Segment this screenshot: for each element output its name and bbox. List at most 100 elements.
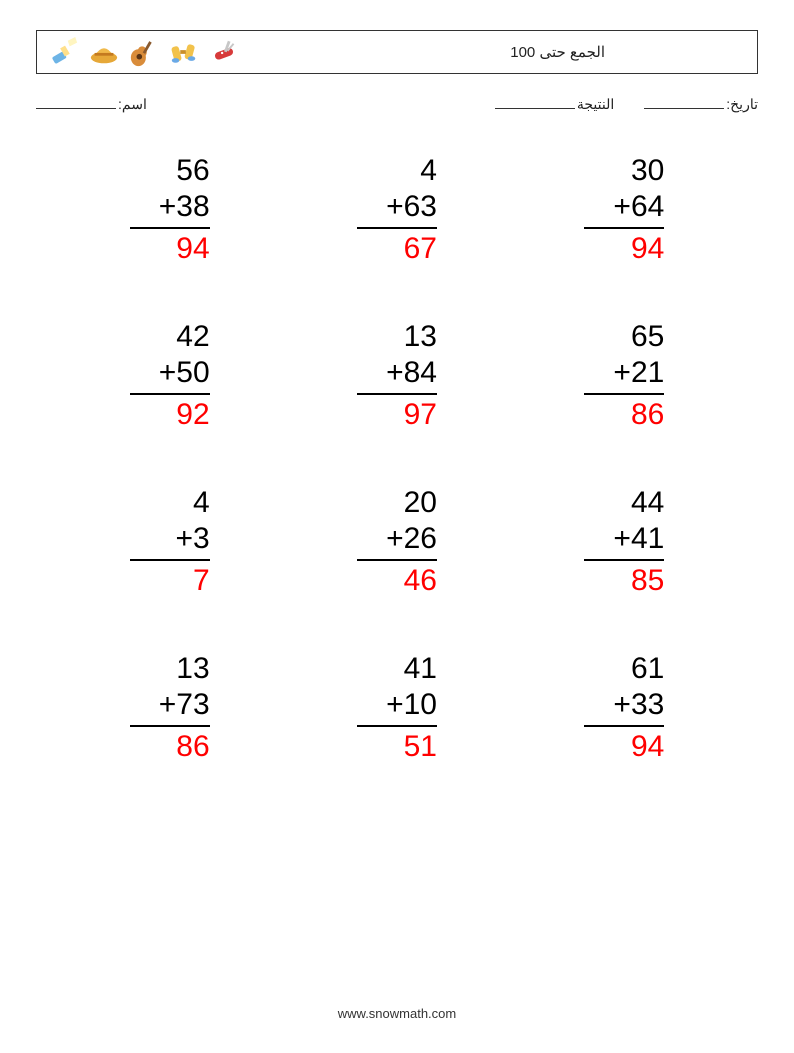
- operand1: 44: [584, 485, 664, 521]
- worksheet-title: الجمع حتى 100: [510, 43, 605, 61]
- operand2-row: +41: [584, 521, 664, 557]
- date-label: تاريخ:: [726, 96, 758, 113]
- plus-sign: +: [613, 522, 631, 555]
- rule-line: [130, 393, 210, 395]
- operand1: 65: [584, 319, 664, 355]
- plus-sign: +: [386, 190, 404, 223]
- plus-sign: +: [613, 190, 631, 223]
- operand1: 41: [357, 651, 437, 687]
- problem: 41 +10 51: [303, 651, 490, 765]
- operand1: 13: [357, 319, 437, 355]
- operand1: 42: [130, 319, 210, 355]
- rule-line: [584, 227, 664, 229]
- problem: 13 +73 86: [76, 651, 263, 765]
- score-field: النتيجة: [495, 96, 614, 113]
- operand2-row: +33: [584, 687, 664, 723]
- operand2: 50: [176, 356, 209, 389]
- footer-url: www.snowmath.com: [0, 1006, 794, 1021]
- answer: 46: [357, 563, 437, 599]
- plus-sign: +: [175, 522, 193, 555]
- rule-line: [357, 227, 437, 229]
- binoculars-icon: [169, 37, 199, 67]
- plus-sign: +: [613, 356, 631, 389]
- plus-sign: +: [386, 356, 404, 389]
- plus-sign: +: [159, 190, 177, 223]
- header-icons: [49, 37, 239, 67]
- guitar-icon: [129, 37, 159, 67]
- name-field: اسم:: [36, 96, 147, 113]
- operand1: 61: [584, 651, 664, 687]
- answer: 67: [357, 231, 437, 267]
- plus-sign: +: [386, 688, 404, 721]
- answer: 94: [130, 231, 210, 267]
- info-right: تاريخ: النتيجة: [495, 96, 758, 113]
- rule-line: [584, 559, 664, 561]
- problem: 4 +3 7: [76, 485, 263, 599]
- plus-sign: +: [159, 356, 177, 389]
- safari-hat-icon: [89, 37, 119, 67]
- operand2: 41: [631, 522, 664, 555]
- plus-sign: +: [159, 688, 177, 721]
- operand2: 33: [631, 688, 664, 721]
- operand2: 26: [404, 522, 437, 555]
- rule-line: [130, 227, 210, 229]
- problem: 4 +63 67: [303, 153, 490, 267]
- date-field: تاريخ:: [644, 96, 758, 113]
- answer: 86: [130, 729, 210, 765]
- plus-sign: +: [613, 688, 631, 721]
- rule-line: [357, 393, 437, 395]
- operand1: 4: [357, 153, 437, 189]
- operand2-row: +63: [357, 189, 437, 225]
- answer: 92: [130, 397, 210, 433]
- problem: 13 +84 97: [303, 319, 490, 433]
- operand2: 64: [631, 190, 664, 223]
- rule-line: [584, 725, 664, 727]
- rule-line: [130, 559, 210, 561]
- swiss-knife-icon: [209, 37, 239, 67]
- answer: 85: [584, 563, 664, 599]
- answer: 94: [584, 231, 664, 267]
- problem: 42 +50 92: [76, 319, 263, 433]
- operand2-row: +84: [357, 355, 437, 391]
- operand1: 13: [130, 651, 210, 687]
- operand1: 4: [130, 485, 210, 521]
- flashlight-icon: [49, 37, 79, 67]
- operand2: 73: [176, 688, 209, 721]
- operand2-row: +3: [130, 521, 210, 557]
- operand2-row: +64: [584, 189, 664, 225]
- operand2-row: +21: [584, 355, 664, 391]
- answer: 94: [584, 729, 664, 765]
- info-row: تاريخ: النتيجة اسم:: [36, 96, 758, 113]
- info-left: اسم:: [36, 96, 147, 113]
- answer: 86: [584, 397, 664, 433]
- answer: 7: [130, 563, 210, 599]
- operand2: 21: [631, 356, 664, 389]
- rule-line: [584, 393, 664, 395]
- operand1: 30: [584, 153, 664, 189]
- answer: 97: [357, 397, 437, 433]
- name-label: اسم:: [118, 96, 147, 113]
- operand2: 63: [404, 190, 437, 223]
- operand1: 20: [357, 485, 437, 521]
- rule-line: [130, 725, 210, 727]
- problem: 65 +21 86: [531, 319, 718, 433]
- problem: 61 +33 94: [531, 651, 718, 765]
- operand2: 84: [404, 356, 437, 389]
- date-blank[interactable]: [644, 96, 724, 109]
- plus-sign: +: [386, 522, 404, 555]
- problem: 20 +26 46: [303, 485, 490, 599]
- worksheet-page: الجمع حتى 100 تاريخ: النتيجة اسم: 56 +38: [0, 0, 794, 1053]
- operand2-row: +38: [130, 189, 210, 225]
- operand2: 38: [176, 190, 209, 223]
- operand2-row: +26: [357, 521, 437, 557]
- rule-line: [357, 725, 437, 727]
- problem: 30 +64 94: [531, 153, 718, 267]
- operand2-row: +73: [130, 687, 210, 723]
- name-blank[interactable]: [36, 96, 116, 109]
- problem: 56 +38 94: [76, 153, 263, 267]
- header-box: الجمع حتى 100: [36, 30, 758, 74]
- score-blank[interactable]: [495, 96, 575, 109]
- operand2-row: +50: [130, 355, 210, 391]
- score-label: النتيجة: [577, 96, 614, 113]
- problems-grid: 56 +38 94 4 +63 67 30 +64 94 42 +50 92 1…: [36, 153, 758, 765]
